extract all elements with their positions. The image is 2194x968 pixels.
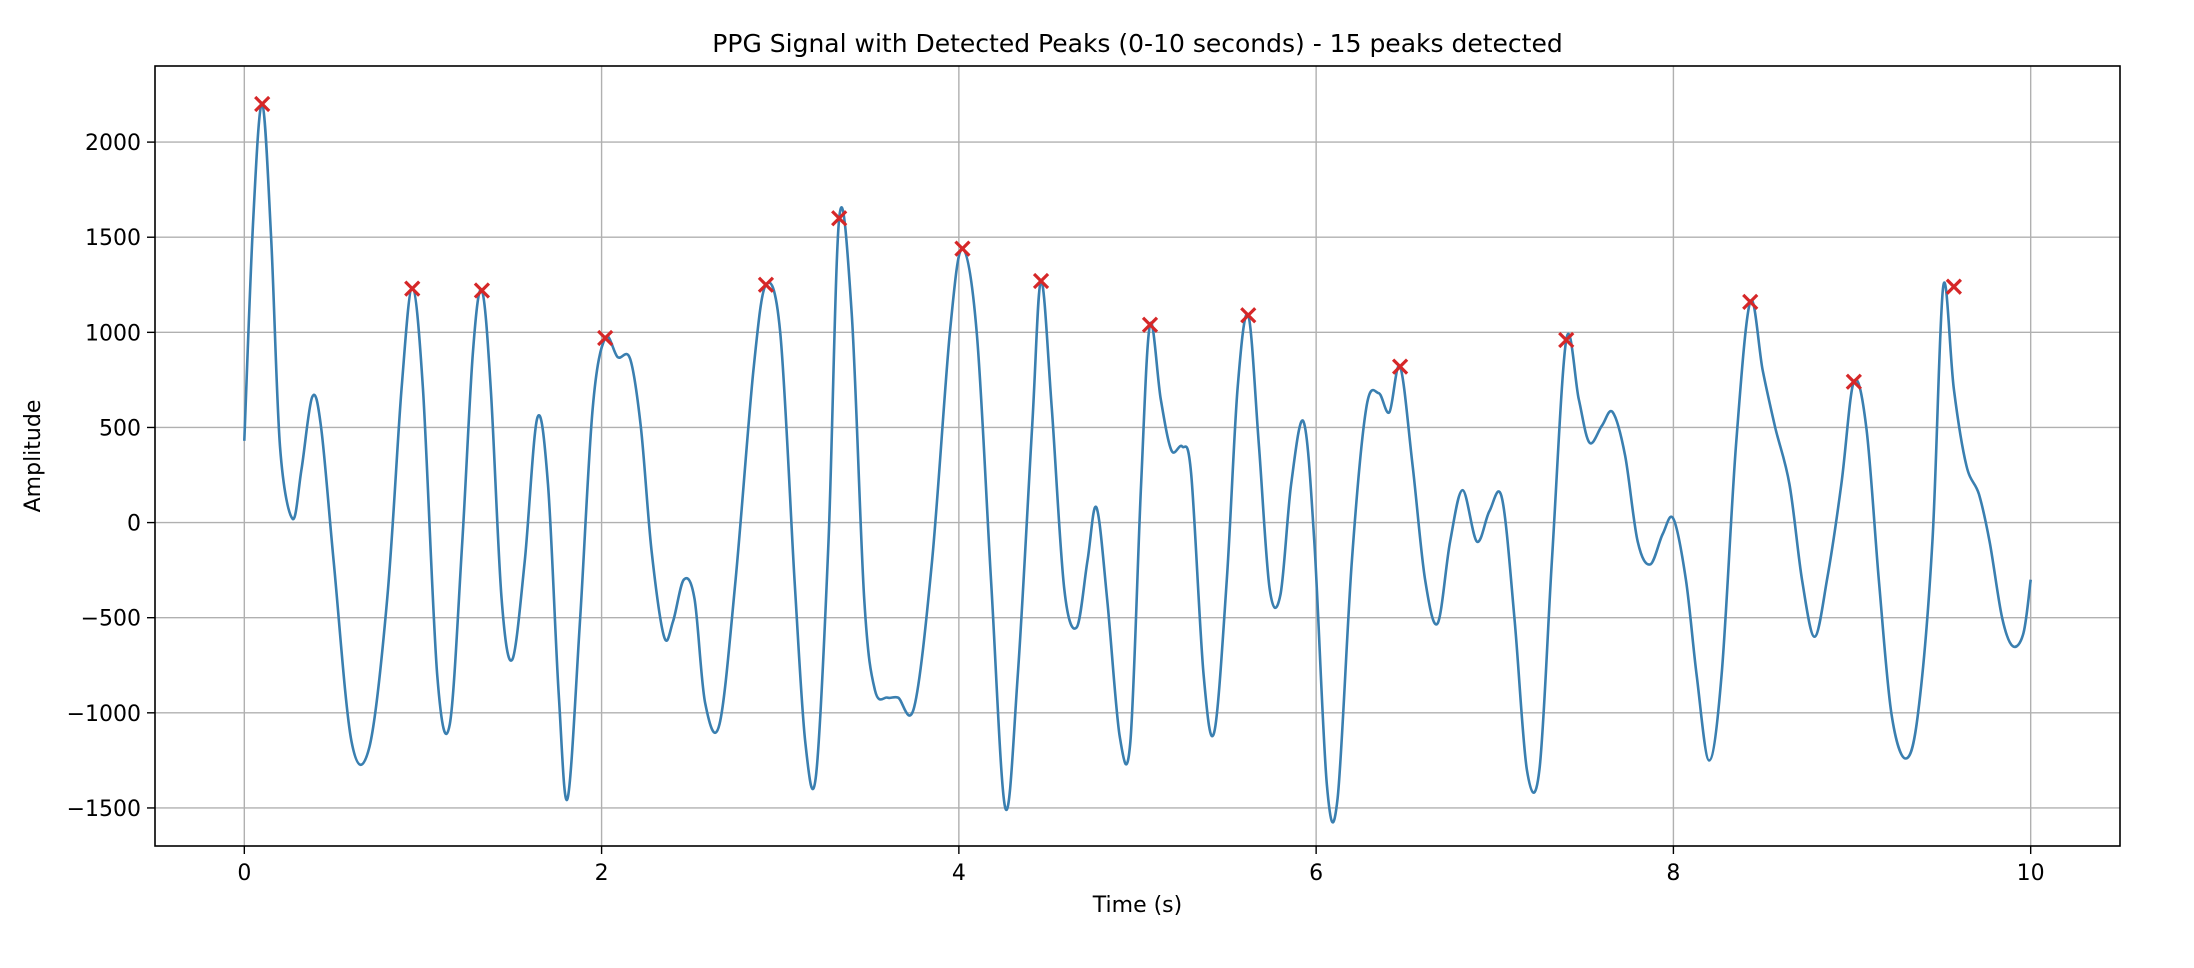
y-tick-label: 2000 bbox=[85, 131, 141, 156]
plot-frame bbox=[154, 65, 2121, 847]
peak-marker bbox=[1945, 278, 1962, 295]
x-tick-label: 10 bbox=[2017, 861, 2045, 886]
y-tick-label: 1500 bbox=[85, 226, 141, 251]
peak-marker-stroke bbox=[597, 329, 614, 347]
peak-marker-stroke bbox=[1141, 316, 1159, 333]
peak-marker bbox=[254, 95, 271, 113]
chart-title: PPG Signal with Detected Peaks (0-10 sec… bbox=[712, 29, 1562, 58]
peak-marker-stroke bbox=[1240, 307, 1257, 324]
x-tick-label: 6 bbox=[1309, 861, 1323, 886]
peak-marker bbox=[597, 329, 614, 347]
peak-marker-stroke bbox=[1945, 278, 1962, 295]
ppg-signal-line bbox=[243, 102, 2032, 824]
x-tick-label: 2 bbox=[595, 861, 609, 886]
peak-marker-stroke bbox=[954, 240, 971, 257]
peak-marker bbox=[1845, 373, 1862, 390]
y-axis-label: Amplitude bbox=[21, 400, 46, 513]
grid bbox=[155, 66, 2120, 846]
peak-marker-stroke bbox=[1391, 358, 1409, 375]
peak-marker bbox=[1742, 293, 1759, 311]
y-tick-label: −1500 bbox=[67, 797, 141, 822]
peak-marker-stroke bbox=[831, 210, 848, 227]
x-axis-label: Time (s) bbox=[1092, 893, 1182, 918]
y-tick-label: −1000 bbox=[67, 702, 141, 727]
peak-marker bbox=[1240, 307, 1257, 324]
ticks: 0 2 4 6 8 10 −1500 −1000 −500 0 500 1000 1500 2000 bbox=[67, 131, 2045, 886]
peak-marker bbox=[1558, 331, 1575, 349]
x-tick-label: 4 bbox=[952, 861, 966, 886]
peak-marker-stroke bbox=[473, 282, 491, 299]
peak-marker bbox=[757, 276, 775, 293]
y-tick-label: 500 bbox=[99, 416, 141, 441]
x-tick-label: 0 bbox=[237, 861, 251, 886]
peak-marker-stroke bbox=[254, 95, 271, 113]
peak-marker bbox=[954, 240, 971, 257]
peak-marker-stroke bbox=[404, 280, 421, 297]
peak-marker bbox=[1391, 358, 1409, 375]
peak-marker-stroke bbox=[757, 276, 775, 293]
series-layer bbox=[243, 95, 2032, 824]
peak-marker-stroke bbox=[1558, 331, 1575, 349]
x-tick-label: 8 bbox=[1666, 861, 1680, 886]
peak-marker bbox=[1032, 272, 1050, 290]
peak-marker-stroke bbox=[1032, 272, 1050, 290]
y-tick-label: 1000 bbox=[85, 321, 141, 346]
peak-marker bbox=[473, 282, 491, 299]
peak-marker bbox=[404, 280, 421, 297]
y-tick-label: −500 bbox=[81, 607, 141, 632]
y-tick-label: 0 bbox=[127, 512, 141, 537]
peak-marker-stroke bbox=[1742, 293, 1759, 311]
peak-marker bbox=[1141, 316, 1159, 333]
peak-marker bbox=[831, 210, 848, 227]
peak-marker-stroke bbox=[1845, 373, 1862, 390]
